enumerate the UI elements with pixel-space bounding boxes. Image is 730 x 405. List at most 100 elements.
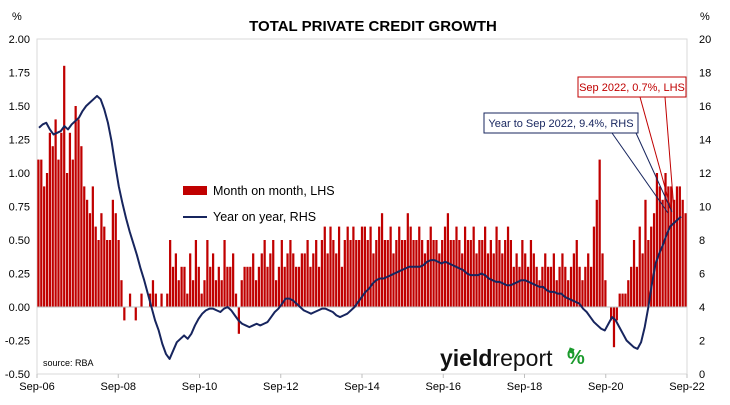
bar <box>54 119 57 308</box>
bar <box>443 226 447 307</box>
right-tick-label: 16 <box>699 101 711 113</box>
right-tick-label: 10 <box>699 202 711 214</box>
x-tick-label: Sep-18 <box>507 381 542 393</box>
bar <box>83 186 86 307</box>
bar <box>97 240 100 307</box>
right-tick-label: 6 <box>699 269 705 281</box>
x-tick-label: Sep-08 <box>101 381 136 393</box>
bar <box>269 253 272 307</box>
bar <box>174 253 177 307</box>
bar <box>209 266 212 307</box>
bar <box>386 240 389 307</box>
bar <box>567 280 570 307</box>
bar <box>584 266 587 307</box>
bar <box>681 199 684 307</box>
bar <box>349 240 352 307</box>
bar <box>558 266 561 307</box>
source-label: source: RBA <box>43 358 94 368</box>
bar <box>106 240 109 307</box>
bar <box>71 159 74 307</box>
bar <box>171 266 175 307</box>
bar <box>630 266 633 307</box>
bar <box>429 226 432 307</box>
bar <box>286 253 289 307</box>
bar <box>206 240 209 307</box>
bar <box>598 159 601 307</box>
bar <box>506 226 510 307</box>
annotation-yoy: Year to Sep 2022, 9.4%, RHS <box>488 118 633 130</box>
bar <box>309 266 312 307</box>
bar <box>509 240 513 307</box>
bar <box>621 293 624 307</box>
bar <box>240 280 243 307</box>
bar <box>277 266 281 307</box>
bar <box>601 253 604 307</box>
bar <box>223 240 226 307</box>
bar <box>575 240 578 307</box>
bar <box>177 280 180 307</box>
bar <box>43 186 46 307</box>
bar <box>292 253 295 307</box>
bar <box>452 240 455 307</box>
bar <box>627 280 630 307</box>
bar <box>266 266 269 307</box>
bar <box>632 240 636 307</box>
bar <box>203 280 206 307</box>
line-series-group <box>38 94 682 360</box>
bar <box>214 280 218 307</box>
bar <box>538 280 541 307</box>
bar <box>249 266 252 307</box>
bar <box>220 280 223 307</box>
right-tick-label: 18 <box>699 68 711 80</box>
bar <box>123 307 126 321</box>
bar <box>380 213 384 307</box>
bar <box>337 226 341 307</box>
bar <box>117 240 120 307</box>
bar <box>461 253 464 307</box>
chart-title: TOTAL PRIVATE CREDIT GROWTH <box>249 18 497 35</box>
bar <box>512 266 515 307</box>
logo-text-report: report <box>492 345 553 371</box>
left-tick-label: 0.00 <box>9 302 30 314</box>
bar <box>675 186 679 307</box>
bar <box>504 240 507 307</box>
bar <box>526 266 530 307</box>
bar <box>484 226 487 307</box>
left-tick-label: 2.00 <box>9 34 30 46</box>
bar <box>358 240 361 307</box>
x-tick-label: Sep-14 <box>344 381 379 393</box>
bar <box>495 226 498 307</box>
bar <box>37 159 40 307</box>
bar <box>151 280 155 307</box>
bar <box>257 266 261 307</box>
bar <box>581 280 584 307</box>
yieldreport-logo: yieldreport % <box>440 345 585 371</box>
bar <box>85 199 89 307</box>
bar <box>226 266 229 307</box>
bar <box>446 213 450 307</box>
bar <box>589 266 593 307</box>
bar <box>552 253 555 307</box>
left-tick-label: -0.25 <box>5 336 30 348</box>
bar <box>624 293 627 307</box>
bar <box>415 240 418 307</box>
bar <box>432 240 435 307</box>
x-tick-label: Sep-06 <box>19 381 54 393</box>
bar <box>378 226 381 307</box>
bar <box>647 240 650 307</box>
bar <box>638 226 641 307</box>
x-tick-label: Sep-12 <box>263 381 298 393</box>
bar <box>114 213 117 307</box>
left-tick-label: 0.75 <box>9 202 30 214</box>
bar <box>200 293 203 307</box>
annotation-mom: Sep 2022, 0.7%, LHS <box>579 82 685 94</box>
left-tick-label: 0.25 <box>9 269 30 281</box>
bar <box>352 226 355 307</box>
bar <box>263 240 266 307</box>
bar <box>372 253 375 307</box>
bar <box>392 253 395 307</box>
bar <box>197 266 200 307</box>
annotation-leader-red-1 <box>664 96 675 211</box>
left-axis-ticks: -0.50 -0.25 0.00 0.25 0.50 0.75 1.00 1.25 1.50 1.… <box>5 34 30 381</box>
